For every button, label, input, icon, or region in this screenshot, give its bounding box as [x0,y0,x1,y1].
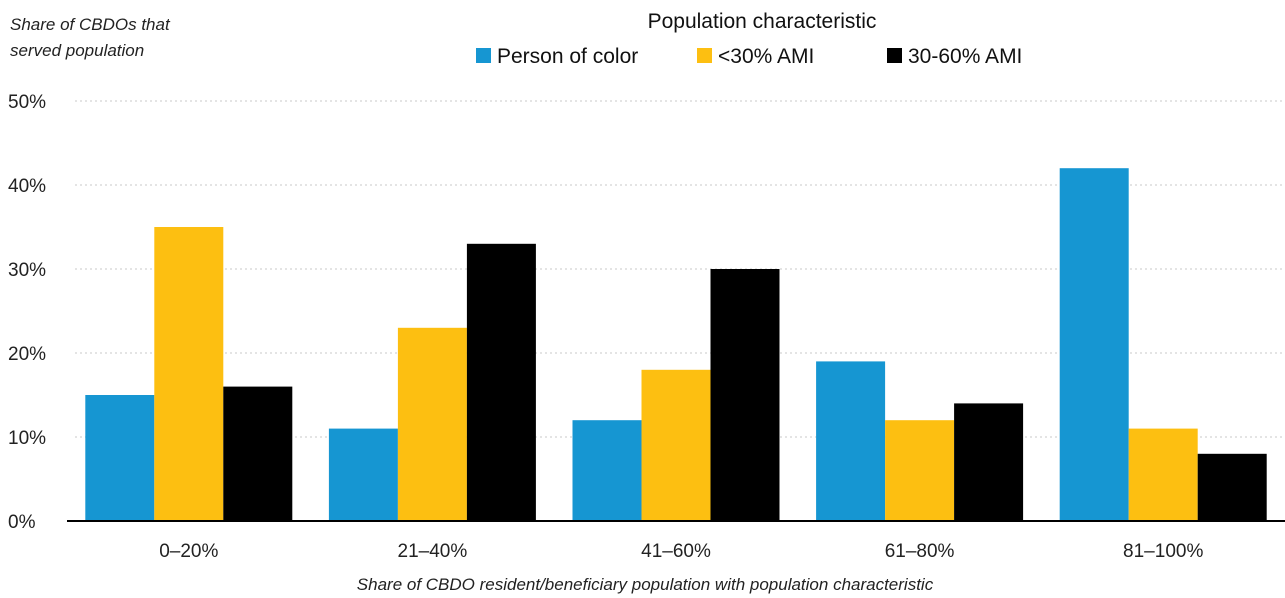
legend-item-label: Person of color [497,45,638,68]
bars [85,168,1267,522]
x-tick-label: 81–100% [1123,541,1203,562]
legend: Person of color <30% AMI 30-60% AMI [476,45,1022,68]
y-axis-label-line-2: served population [10,41,144,60]
bar-2-3 [641,369,711,521]
y-axis-label: Share of CBDOs that served population [10,15,171,60]
x-tick-label: 0–20% [159,541,218,562]
legend-item-label: 30-60% AMI [908,45,1022,68]
legend-swatch [887,48,902,63]
legend-swatch [476,48,491,63]
y-tick-label: 30% [8,260,46,281]
x-tick-label: 21–40% [398,541,468,562]
y-tick-label: 0% [8,512,36,533]
legend-item-label: <30% AMI [718,45,814,68]
x-tick-label: 61–80% [885,541,955,562]
bar-3-4 [954,403,1024,521]
legend-title: Population characteristic [648,10,877,33]
bar-3-3 [710,269,780,521]
legend-swatch [697,48,712,63]
y-axis-label-line-1: Share of CBDOs that [10,15,171,34]
bar-1-1 [85,395,155,521]
bar-3-5 [1197,453,1267,521]
x-axis-ticks: 0–20% 21–40% 41–60% 61–80% 81–100% [159,541,1203,562]
y-tick-label: 40% [8,176,46,197]
y-tick-label: 20% [8,344,46,365]
y-tick-label: 10% [8,428,46,449]
bar-1-4 [816,361,886,521]
y-axis-ticks: 0% 10% 20% 30% 40% 50% [8,92,46,533]
y-tick-label: 50% [8,92,46,113]
bar-2-5 [1128,428,1198,521]
x-axis-label: Share of CBDO resident/beneficiary popul… [357,575,934,594]
bar-3-1 [223,386,293,521]
bar-3-2 [466,243,536,522]
bar-1-5 [1059,168,1129,521]
bar-2-4 [885,420,955,521]
bar-2-1 [154,227,224,521]
bar-1-2 [328,428,398,521]
x-tick-label: 41–60% [641,541,711,562]
bar-1-3 [572,420,642,521]
bar-2-2 [397,327,467,521]
